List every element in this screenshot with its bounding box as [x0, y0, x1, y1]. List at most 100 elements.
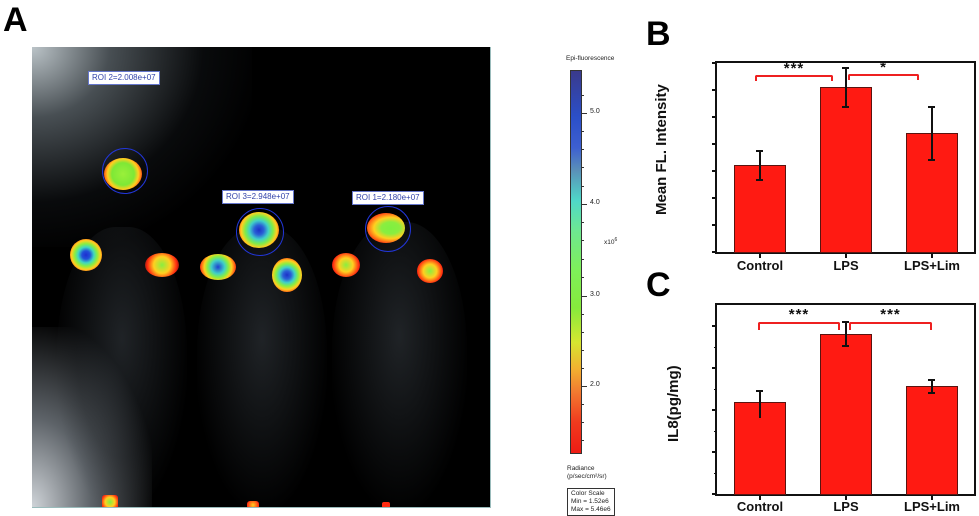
x-tick	[759, 495, 761, 500]
signal-glow	[417, 259, 443, 283]
x-tick-label: LPS	[833, 258, 859, 273]
significance-stars: ***	[788, 306, 810, 323]
signal-glow	[272, 258, 302, 292]
error-cap	[928, 379, 935, 381]
y-tick	[712, 170, 717, 172]
scale-tick	[581, 386, 587, 387]
scale-tick	[581, 296, 587, 297]
significance-stars: ***	[783, 60, 805, 77]
radiance-label: Radiance (p/sec/cm²/sr)	[567, 465, 607, 481]
signal-glow	[102, 495, 118, 507]
roi-label: ROI 3=2.948e+07	[222, 190, 294, 204]
significance-bracket	[758, 322, 840, 330]
scale-minor-tick	[581, 440, 584, 441]
y-axis-title: IL8(pg/mg)	[665, 365, 682, 442]
y-tick	[712, 143, 717, 145]
scale-tick-label: 5.0	[590, 108, 600, 115]
roi-circle[interactable]	[236, 208, 284, 256]
error-cap	[756, 179, 763, 181]
error-cap	[842, 321, 849, 323]
bar-lps-lim[interactable]	[906, 386, 958, 495]
significance-bracket	[849, 322, 932, 330]
signal-glow	[70, 239, 102, 271]
unit-base: x10	[604, 239, 615, 247]
y-minor-tick	[714, 347, 717, 348]
roi-label: ROI 1=2.180e+07	[352, 191, 424, 205]
y-minor-tick	[714, 431, 717, 432]
y-tick	[712, 89, 717, 91]
y-tick	[712, 367, 717, 369]
significance-bracket	[848, 74, 919, 80]
scale-minor-tick	[581, 240, 584, 241]
scale-tick	[581, 204, 587, 205]
radiance-unit: (p/sec/cm²/sr)	[567, 473, 607, 480]
signal-glow	[247, 501, 259, 507]
roi-label: ROI 2=2.008e+07	[88, 71, 160, 85]
error-bar	[845, 321, 847, 347]
y-tick	[712, 116, 717, 118]
scale-minor-tick	[581, 149, 584, 150]
bar-lps[interactable]	[820, 334, 872, 495]
y-tick	[712, 325, 717, 327]
x-tick	[931, 253, 933, 258]
roi-circle[interactable]	[102, 148, 148, 194]
scale-minor-tick	[581, 167, 584, 168]
min-value: Min = 1.52e6	[571, 498, 609, 505]
color-scale-minmax-box: Color Scale Min = 1.52e6 Max = 5.46e6	[567, 488, 615, 516]
max-value: Max = 5.46e6	[571, 506, 611, 513]
scale-tick-label: 4.0	[590, 199, 600, 206]
y-tick	[712, 197, 717, 199]
scale-minor-tick	[581, 404, 584, 405]
error-cap	[842, 106, 849, 108]
error-cap	[928, 106, 935, 108]
y-tick	[712, 409, 717, 411]
y-tick	[712, 451, 717, 453]
scale-minor-tick	[581, 332, 584, 333]
significance-stars: ***	[880, 306, 901, 323]
color-gradient-bar	[570, 70, 582, 454]
color-scale-title: Epi-fluorescence	[566, 55, 615, 62]
y-tick	[712, 493, 717, 495]
scale-minor-tick	[581, 368, 584, 369]
x-tick-label: LPS+Lim	[904, 258, 960, 273]
radiance-title: Radiance	[567, 465, 595, 472]
scale-tick-label: 2.0	[590, 381, 600, 388]
roi-circle[interactable]	[365, 206, 411, 252]
scale-minor-tick	[581, 350, 584, 351]
scale-tick-label: 3.0	[590, 291, 600, 298]
error-bar	[931, 379, 933, 394]
scale-minor-tick	[581, 186, 584, 187]
error-cap	[756, 150, 763, 152]
x-tick-label: LPS	[833, 499, 859, 514]
error-bar	[759, 390, 761, 418]
y-tick	[712, 224, 717, 226]
panel-label-b: B	[646, 15, 671, 53]
x-tick-label: Control	[736, 499, 784, 514]
signal-glow	[382, 502, 390, 507]
signal-glow	[332, 253, 360, 277]
color-scale-legend: Epi-fluorescence 5.0 4.0 3.0 2.0 x106 Ra…	[540, 40, 635, 516]
significance-stars: *	[880, 59, 887, 76]
scale-minor-tick	[581, 422, 584, 423]
x-tick	[845, 253, 847, 258]
error-bar	[759, 150, 761, 180]
signal-glow	[145, 253, 179, 277]
y-minor-tick	[714, 389, 717, 390]
scale-minor-tick	[581, 222, 584, 223]
error-bar	[931, 106, 933, 160]
y-minor-tick	[714, 473, 717, 474]
scale-tick	[581, 113, 587, 114]
error-cap	[928, 159, 935, 161]
error-cap	[842, 345, 849, 347]
error-cap	[928, 392, 935, 394]
bar-lps[interactable]	[820, 87, 872, 253]
significance-bracket	[755, 75, 833, 81]
scale-minor-tick	[581, 314, 584, 315]
scale-minor-tick	[581, 277, 584, 278]
scale-minor-tick	[581, 95, 584, 96]
panel-label-c: C	[646, 266, 671, 304]
y-axis-title: Mean FL. Intensity	[653, 84, 670, 215]
scale-minor-tick	[581, 131, 584, 132]
y-tick	[712, 251, 717, 253]
x-tick	[845, 495, 847, 500]
